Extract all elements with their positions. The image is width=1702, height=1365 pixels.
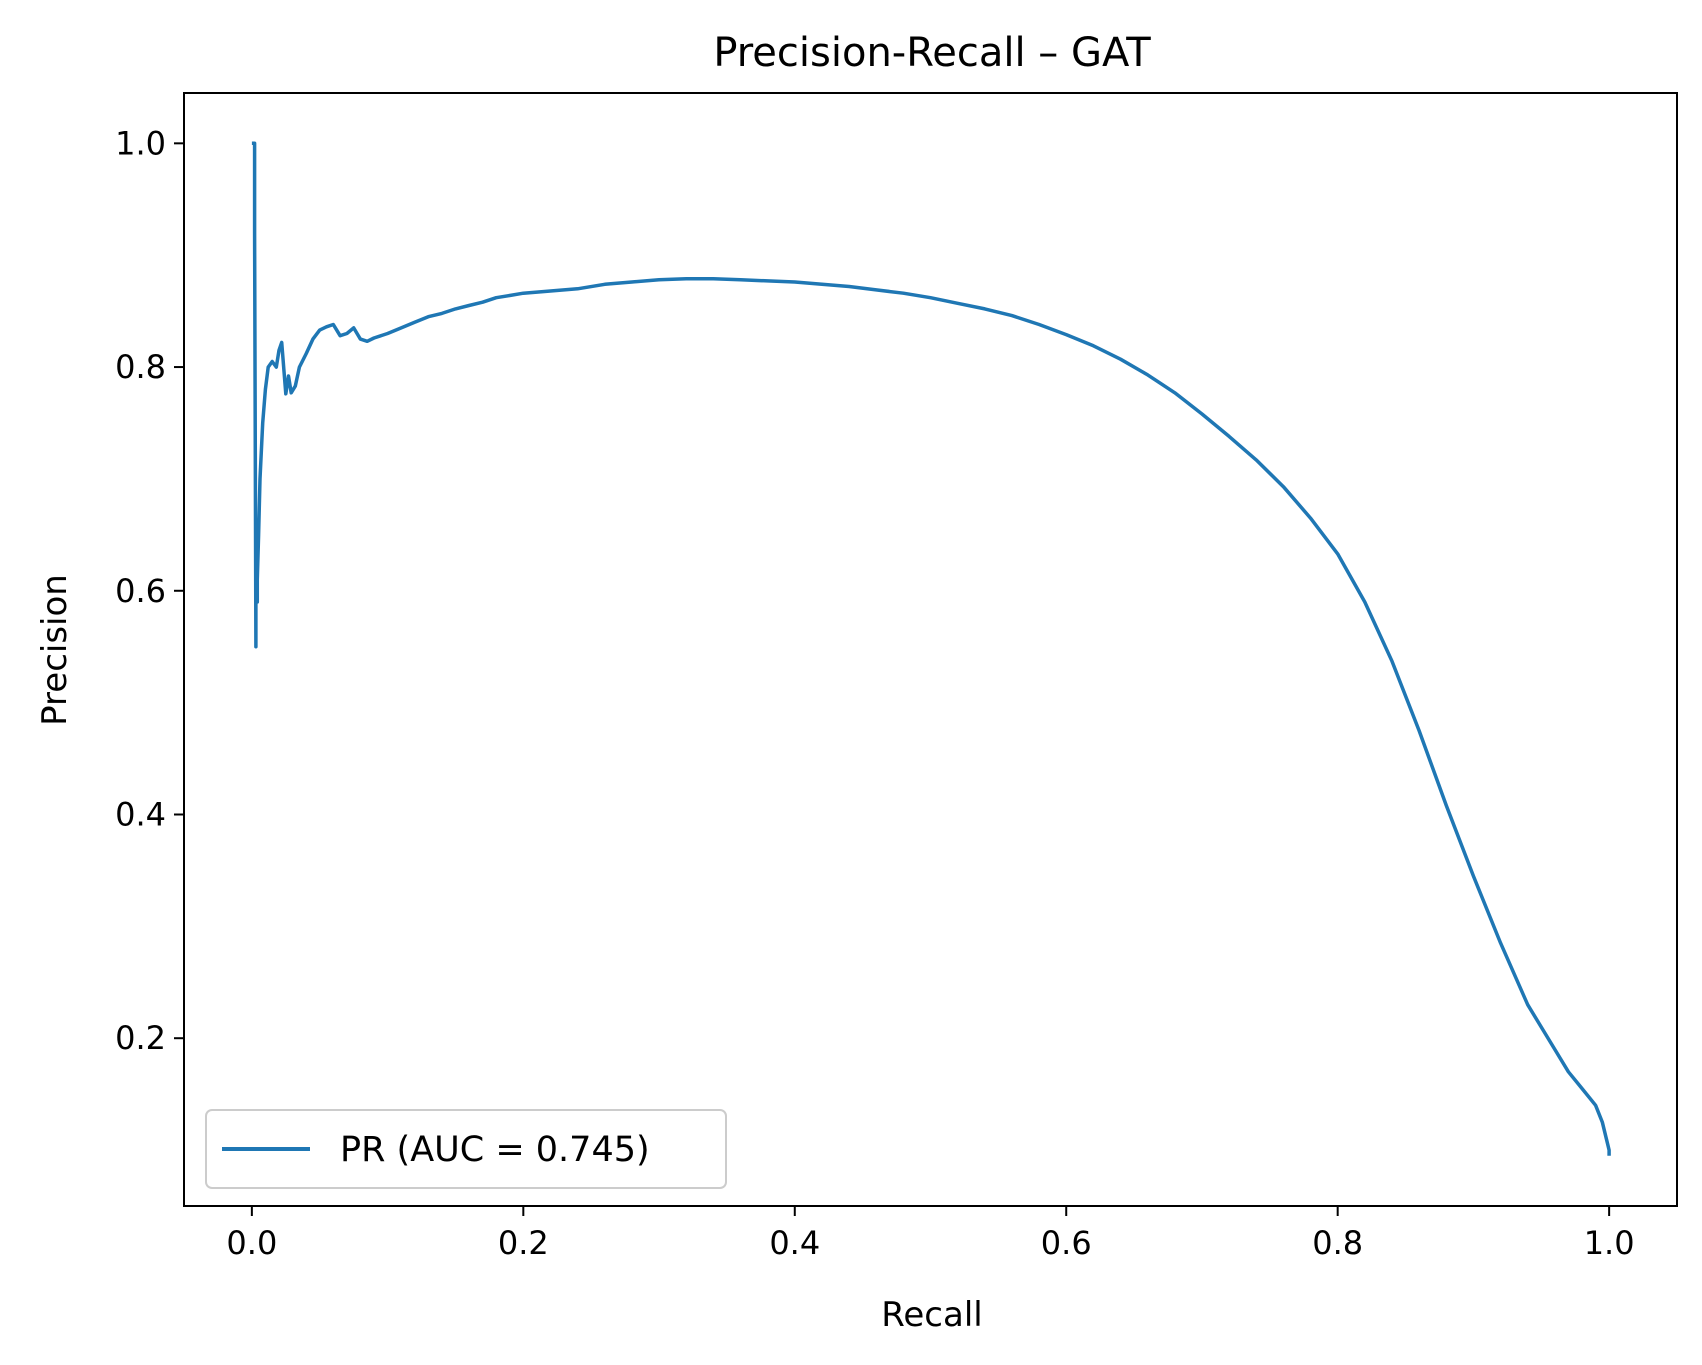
y-tick-label: 0.2 [115, 1019, 166, 1057]
y-tick-label: 1.0 [115, 124, 166, 162]
legend-box [205, 1109, 727, 1189]
y-tick-label: 0.4 [115, 795, 166, 833]
y-axis-label: Precision [35, 574, 75, 726]
series-layer [251, 141, 1611, 1156]
x-axis-ticks: 0.0 0.2 0.4 0.6 0.8 1.0 [226, 1206, 1635, 1262]
x-tick-label: 0.2 [498, 1224, 549, 1262]
plot-area-frame [183, 92, 1678, 1207]
x-tick-label: 0.4 [769, 1224, 820, 1262]
x-tick-label: 0.6 [1041, 1224, 1092, 1262]
series-line-pr-curve [251, 141, 1611, 1156]
x-axis-label: Recall [881, 1295, 982, 1335]
x-tick-label: 1.0 [1584, 1224, 1635, 1262]
x-tick-label: 0.0 [226, 1224, 277, 1262]
y-axis-ticks: 0.2 0.4 0.6 0.8 1.0 [115, 124, 184, 1057]
y-tick-label: 0.8 [115, 348, 166, 386]
chart-title: Precision-Recall – GAT [713, 30, 1151, 76]
legend-label: PR (AUC = 0.745) [340, 1130, 650, 1170]
x-tick-label: 0.8 [1312, 1224, 1363, 1262]
y-tick-label: 0.6 [115, 572, 166, 610]
legend: PR (AUC = 0.745) [205, 1109, 727, 1189]
